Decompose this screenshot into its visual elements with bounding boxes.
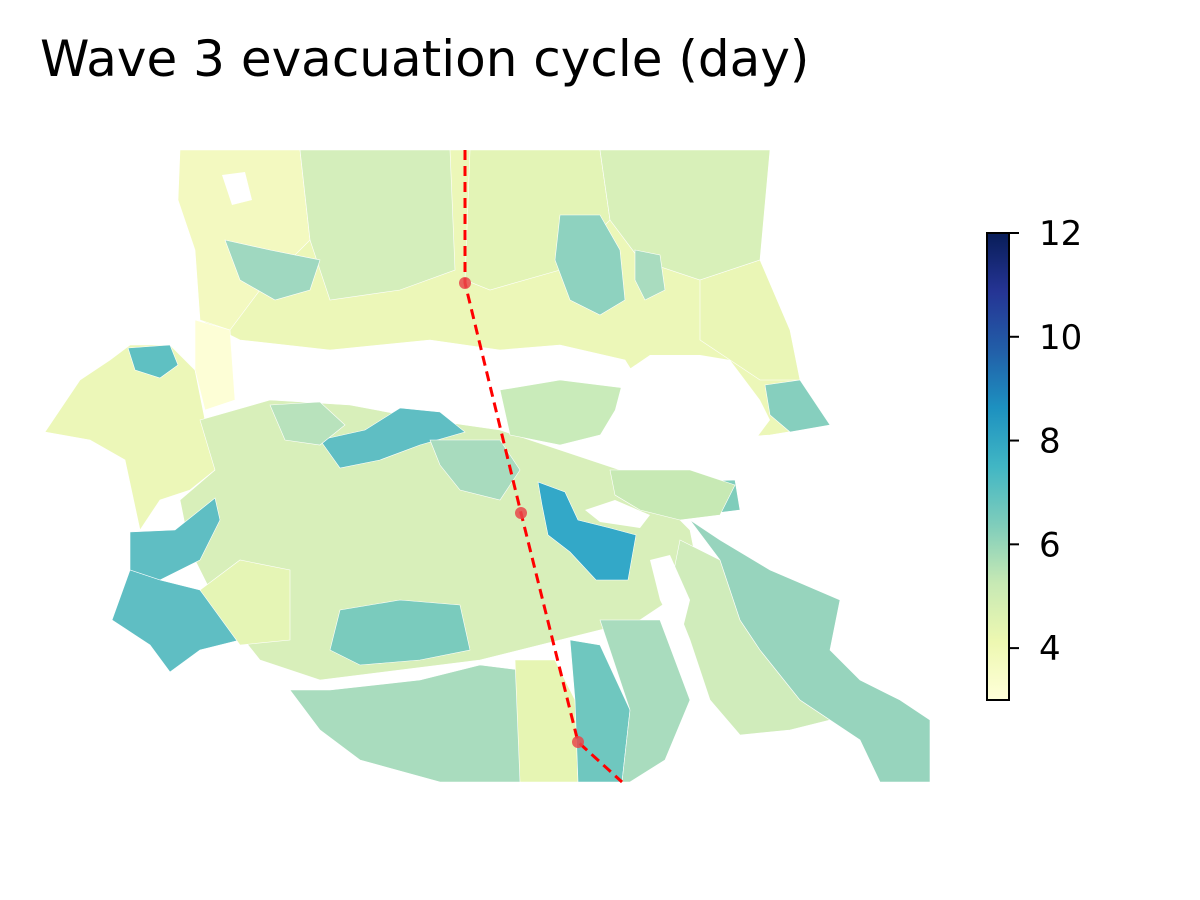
region-central-teal-band	[319, 407, 466, 469]
hurricane-track	[459, 150, 624, 784]
region-north-teal-a	[224, 239, 321, 301]
region-northeast-teal	[554, 214, 626, 316]
region-north-center	[299, 150, 456, 301]
lake-water	[600, 355, 770, 468]
page-title: Wave 3 evacuation cycle (day)	[40, 30, 810, 88]
map-regions	[44, 150, 930, 782]
colorbar-ticks: 4 6 8 10 12	[1009, 214, 1082, 669]
lake-outlet	[585, 500, 650, 528]
northwest-pond	[222, 172, 252, 205]
region-west-pale	[194, 319, 236, 411]
region-east-urban	[609, 469, 736, 521]
region-south-pale-strip	[514, 659, 579, 782]
region-east-point	[764, 379, 831, 433]
region-central-green	[269, 401, 346, 446]
colorbar-tick-label: 4	[1039, 629, 1061, 669]
region-south-center-teal	[329, 599, 471, 666]
region-bayou	[689, 519, 930, 782]
track-marker	[515, 507, 527, 519]
colorbar-tick-label: 6	[1039, 525, 1061, 565]
region-south-west-pale	[199, 559, 291, 646]
colorbar: 4 6 8 10 12	[986, 214, 1082, 701]
colorbar-tick-label: 8	[1039, 422, 1061, 462]
region-center-east	[429, 439, 521, 501]
colorbar-gradient	[986, 232, 1010, 701]
region-west-teal	[127, 344, 179, 379]
east-bay	[650, 555, 690, 640]
track-marker	[572, 736, 584, 748]
region-blue-hotspot	[537, 481, 637, 581]
colorbar-tick-label: 12	[1039, 214, 1082, 254]
colorbar-tick-label: 10	[1039, 318, 1082, 358]
region-north-teal-b	[634, 249, 666, 301]
region-south-east-green	[599, 619, 691, 782]
water-bodies	[222, 172, 770, 640]
track-marker	[459, 277, 471, 289]
